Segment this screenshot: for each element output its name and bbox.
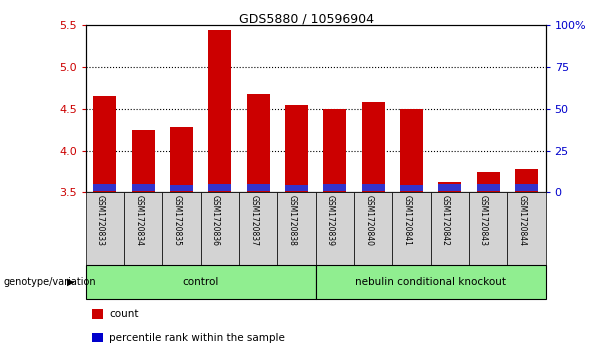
Bar bbox=[362, 184, 385, 191]
Bar bbox=[324, 109, 346, 192]
Text: GSM1720841: GSM1720841 bbox=[403, 195, 411, 245]
Text: GDS5880 / 10596904: GDS5880 / 10596904 bbox=[239, 13, 374, 26]
Text: GSM1720844: GSM1720844 bbox=[517, 195, 527, 245]
Text: GSM1720839: GSM1720839 bbox=[326, 195, 335, 245]
Bar bbox=[93, 96, 116, 192]
Bar bbox=[508, 192, 546, 265]
Bar bbox=[170, 185, 193, 191]
Bar bbox=[170, 127, 193, 192]
Text: GSM1720835: GSM1720835 bbox=[173, 195, 181, 245]
Bar bbox=[316, 192, 354, 265]
Text: GSM1720837: GSM1720837 bbox=[249, 195, 258, 245]
Text: count: count bbox=[109, 309, 139, 319]
Bar bbox=[515, 184, 538, 191]
Bar bbox=[162, 192, 201, 265]
Bar bbox=[246, 184, 270, 191]
Bar bbox=[132, 184, 155, 191]
Text: control: control bbox=[183, 277, 219, 287]
Bar bbox=[400, 109, 423, 192]
Bar bbox=[86, 265, 316, 299]
Bar bbox=[93, 184, 116, 191]
Text: genotype/variation: genotype/variation bbox=[3, 277, 96, 287]
Bar bbox=[239, 192, 277, 265]
Bar bbox=[362, 102, 385, 192]
Bar bbox=[438, 184, 461, 191]
Text: GSM1720838: GSM1720838 bbox=[287, 195, 297, 245]
Text: GSM1720840: GSM1720840 bbox=[364, 195, 373, 245]
Bar bbox=[124, 192, 162, 265]
Bar bbox=[316, 265, 546, 299]
Text: GSM1720834: GSM1720834 bbox=[134, 195, 143, 245]
Text: GSM1720843: GSM1720843 bbox=[479, 195, 488, 245]
Bar bbox=[208, 29, 232, 192]
Bar bbox=[208, 184, 232, 191]
Text: percentile rank within the sample: percentile rank within the sample bbox=[109, 333, 285, 343]
Bar bbox=[430, 192, 469, 265]
Text: GSM1720842: GSM1720842 bbox=[441, 195, 450, 245]
Text: nebulin conditional knockout: nebulin conditional knockout bbox=[355, 277, 506, 287]
Bar bbox=[477, 184, 500, 191]
Bar bbox=[354, 192, 392, 265]
Bar bbox=[438, 182, 461, 192]
Bar bbox=[515, 169, 538, 192]
Bar bbox=[86, 192, 124, 265]
Bar bbox=[285, 105, 308, 192]
Text: ▶: ▶ bbox=[67, 277, 74, 287]
Bar bbox=[132, 130, 155, 192]
Text: GSM1720833: GSM1720833 bbox=[96, 195, 105, 245]
Bar bbox=[469, 192, 508, 265]
Bar bbox=[285, 185, 308, 191]
Bar bbox=[246, 94, 270, 192]
Bar bbox=[400, 185, 423, 191]
Bar bbox=[392, 192, 430, 265]
Bar bbox=[201, 192, 239, 265]
Text: GSM1720836: GSM1720836 bbox=[211, 195, 220, 245]
Bar bbox=[477, 172, 500, 192]
Bar bbox=[324, 184, 346, 191]
Bar bbox=[277, 192, 316, 265]
